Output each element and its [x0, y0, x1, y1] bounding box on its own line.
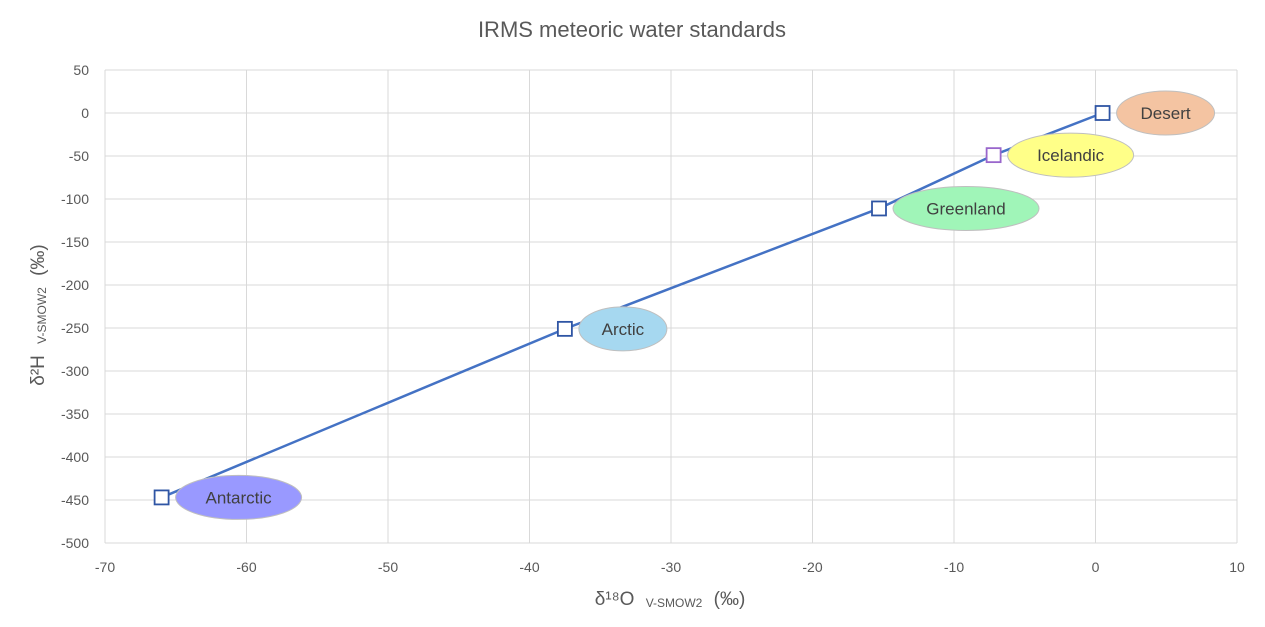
x-tick-label: -40: [519, 559, 539, 575]
x-tick-label: -60: [236, 559, 256, 575]
data-point-greenland: [871, 200, 887, 217]
data-label-icelandic: Icelandic: [1007, 132, 1135, 178]
data-labels: Antarctic Arctic Greenland Icelandic Desert: [175, 90, 1216, 520]
y-tick-label: 0: [81, 105, 89, 121]
x-axis-title: δ¹⁸O V-SMOW2 (‰): [595, 589, 746, 612]
y-tick-label: -500: [61, 535, 89, 551]
y-axis-title-unit: (‰): [28, 244, 49, 276]
y-tick-label: -250: [61, 320, 89, 336]
y-tick-label: -150: [61, 234, 89, 250]
data-label-text: Arctic: [602, 320, 645, 339]
y-tick-label: -200: [61, 277, 89, 293]
y-tick-label: -350: [61, 406, 89, 422]
y-axis-title: δ²H V-SMOW2 (‰): [28, 244, 51, 386]
data-label-bubble: [175, 474, 303, 520]
data-label-arctic: Arctic: [578, 306, 668, 352]
data-label-bubble: [1007, 132, 1135, 178]
data-markers: [153, 105, 1111, 506]
data-label-desert: Desert: [1116, 90, 1216, 136]
series-line: [161, 111, 1104, 499]
x-tick-labels: -70 -60 -50 -40 -30 -20 -10 0 10: [95, 559, 1245, 575]
x-axis-title-unit: (‰): [714, 589, 746, 610]
y-tick-label: 50: [73, 62, 89, 78]
x-tick-label: -70: [95, 559, 115, 575]
data-label-bubble: [578, 306, 668, 352]
data-label-text: Icelandic: [1037, 146, 1105, 165]
data-label-bubble: [892, 185, 1040, 231]
x-tick-label: -50: [378, 559, 398, 575]
data-point-icelandic: [985, 147, 1002, 164]
data-label-greenland: Greenland: [892, 185, 1040, 231]
x-tick-label: 10: [1229, 559, 1245, 575]
x-tick-label: -10: [944, 559, 964, 575]
data-label-antarctic: Antarctic: [175, 474, 303, 520]
data-point-desert: [1094, 105, 1111, 121]
grid: [104, 69, 1238, 544]
data-label-bubble: [1116, 90, 1216, 136]
y-tick-label: -450: [61, 492, 89, 508]
y-tick-labels: 50 0 -50 -100 -150 -200 -250 -300 -350 -400 -450 -5…: [61, 62, 89, 551]
y-axis-title-main: δ²H: [28, 355, 49, 386]
data-label-text: Desert: [1141, 104, 1191, 123]
x-axis-title-sub: V-SMOW2: [646, 596, 703, 610]
x-axis-title-main: δ¹⁸O: [595, 589, 635, 610]
y-tick-label: -100: [61, 191, 89, 207]
y-axis-title-sub: V-SMOW2: [35, 287, 49, 344]
x-tick-label: -20: [802, 559, 822, 575]
x-tick-label: -30: [661, 559, 681, 575]
y-tick-label: -50: [69, 148, 89, 164]
data-label-text: Greenland: [926, 199, 1005, 218]
x-tick-label: 0: [1092, 559, 1100, 575]
chart-title: IRMS meteoric water standards: [478, 17, 786, 42]
y-tick-label: -400: [61, 449, 89, 465]
data-point-antarctic: [153, 489, 170, 506]
series-polyline: [161, 111, 1104, 499]
y-tick-label: -300: [61, 363, 89, 379]
data-label-text: Antarctic: [206, 488, 273, 507]
data-point-arctic: [556, 320, 573, 337]
